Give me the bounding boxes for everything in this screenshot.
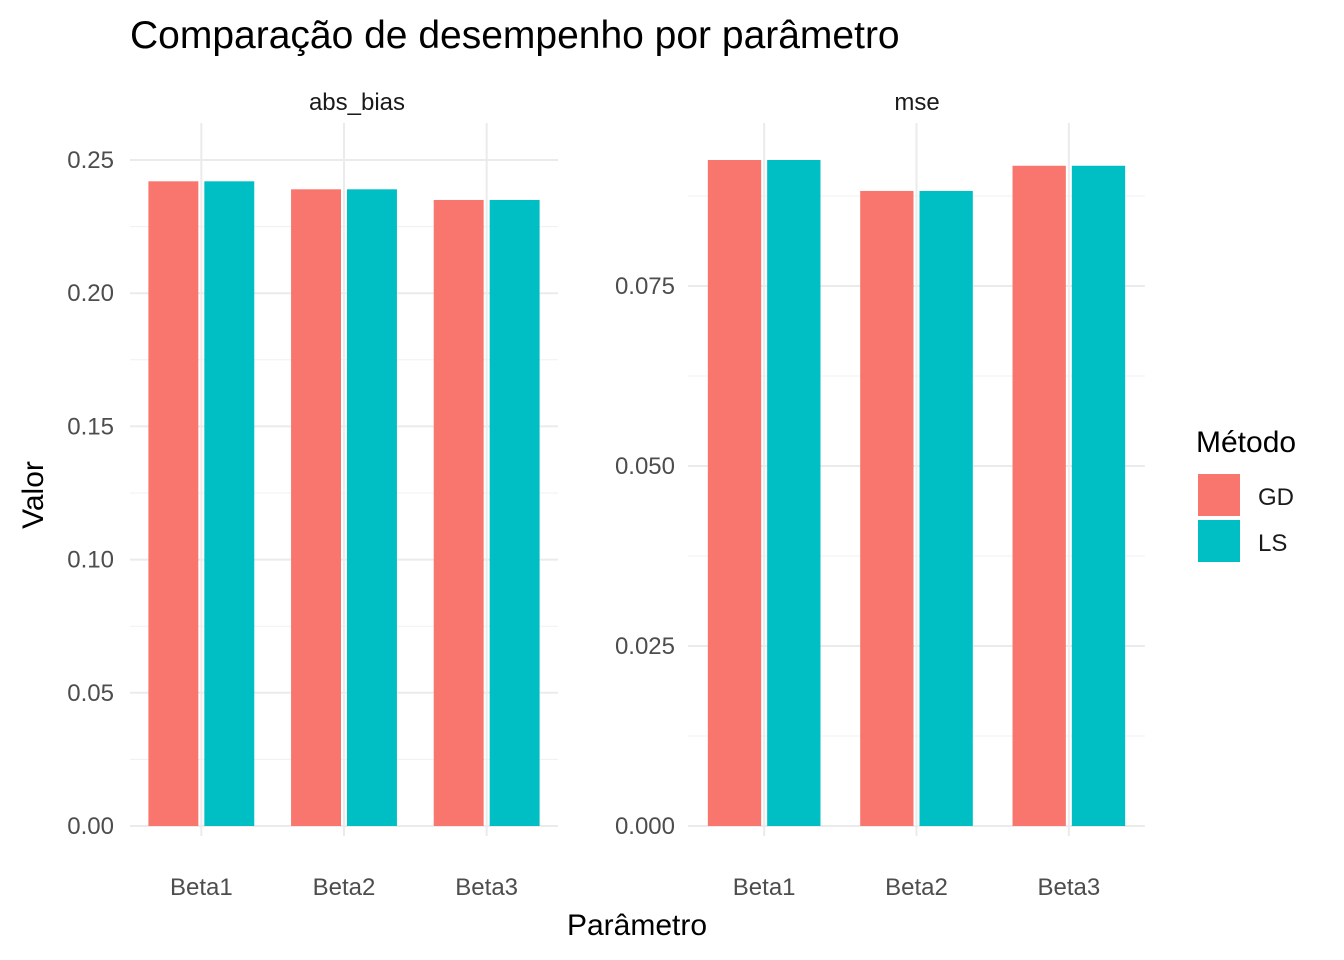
bar-ls-beta3 — [1071, 165, 1126, 826]
bar-gd-beta2 — [860, 190, 914, 826]
bar-gd-beta2 — [291, 189, 341, 826]
facet-label-mse: mse — [894, 89, 939, 116]
y-tick-label: 0.025 — [615, 633, 675, 660]
legend-label-ls: LS — [1258, 530, 1287, 557]
x-tick-label: Beta3 — [1037, 874, 1100, 901]
bar-gd-beta1 — [707, 160, 762, 826]
y-tick-label: 0.00 — [67, 813, 114, 840]
y-tick-label: 0.25 — [67, 147, 114, 174]
x-axis-title: Parâmetro — [567, 909, 707, 942]
legend-key-gd — [1198, 474, 1240, 516]
facet-label-abs-bias: abs_bias — [309, 89, 405, 116]
y-tick-label: 0.10 — [67, 547, 114, 574]
bar-gd-beta1 — [148, 181, 199, 826]
y-tick-label: 0.075 — [615, 273, 675, 300]
y-tick-label: 0.20 — [67, 280, 114, 307]
gridlines — [688, 123, 1145, 836]
y-tick-label: 0.050 — [615, 453, 675, 480]
y-tick-label: 0.05 — [67, 680, 114, 707]
bar-gd-beta3 — [1012, 165, 1066, 826]
legend-title: Método — [1196, 426, 1296, 459]
panel-abs-bias: abs_bias 0.00 0.05 0.10 0.15 0.20 0.25 Beta1 Bet… — [67, 89, 558, 901]
bar-ls-beta2 — [919, 190, 973, 826]
gridlines — [130, 123, 558, 836]
legend-label-gd: GD — [1258, 484, 1294, 511]
x-tick-label: Beta1 — [733, 874, 796, 901]
bar-ls-beta1 — [767, 160, 821, 826]
x-tick-label: Beta3 — [455, 874, 518, 901]
chart-title: Comparação de desempenho por parâmetro — [130, 14, 900, 57]
bar-ls-beta1 — [204, 181, 255, 826]
legend-key-ls — [1198, 520, 1240, 562]
bar-ls-beta3 — [489, 199, 540, 826]
x-tick-label: Beta2 — [885, 874, 948, 901]
bar-gd-beta3 — [433, 199, 484, 826]
x-tick-label: Beta2 — [313, 874, 376, 901]
panel-mse: mse 0.000 0.025 0.050 0.075 Beta1 Beta2 Beta3 — [615, 89, 1145, 901]
bar-ls-beta2 — [347, 189, 397, 826]
legend: Método GD LS — [1196, 426, 1296, 562]
y-axis-title: Valor — [17, 461, 50, 529]
y-tick-label: 0.15 — [67, 413, 114, 440]
x-tick-label: Beta1 — [170, 874, 233, 901]
y-tick-label: 0.000 — [615, 813, 675, 840]
